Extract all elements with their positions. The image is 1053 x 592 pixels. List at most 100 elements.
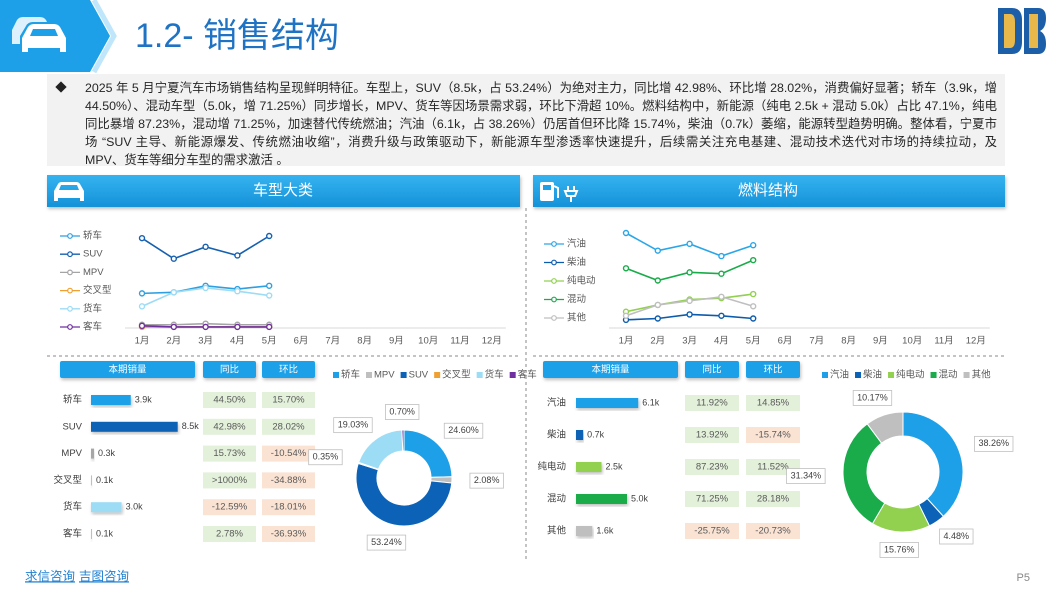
table-cell-text: -18.01%: [271, 502, 307, 513]
legend-marker: [551, 241, 557, 247]
point: [266, 232, 273, 240]
table-cell-text: 15.70%: [272, 395, 305, 406]
point: [138, 234, 146, 242]
legend-swatch: [963, 372, 970, 378]
row-label: 混动: [547, 494, 566, 505]
bar-value-label: 5.0k: [631, 493, 649, 503]
bar: [91, 448, 95, 459]
legend-label: 柴油: [567, 256, 586, 268]
row-label: 汽油: [547, 397, 566, 409]
point: [718, 252, 725, 260]
x-tick-label: 12月: [966, 336, 986, 347]
legend-marker: [551, 296, 557, 303]
point: [750, 290, 757, 298]
row-label: 纯电动: [537, 461, 566, 473]
panel-header: [47, 175, 520, 207]
point: [718, 270, 725, 277]
data-label-box: [385, 404, 420, 420]
legend-label: 交叉型: [442, 369, 471, 381]
x-tick-label: 4月: [714, 336, 729, 347]
point: [654, 247, 661, 254]
donut-slice: [401, 429, 405, 452]
point: [686, 240, 693, 248]
x-tick-label: 6月: [294, 336, 309, 347]
data-label: 31.34%: [791, 470, 822, 480]
row-label: 轿车: [63, 394, 82, 406]
page-number: P5: [1017, 572, 1030, 584]
row-label: 客车: [63, 528, 82, 540]
point: [750, 315, 757, 322]
data-label: 10.17%: [857, 392, 888, 402]
point: [138, 303, 146, 310]
legend-label: 货车: [83, 302, 102, 314]
table-cell: [262, 418, 315, 435]
x-tick-label: 10月: [902, 336, 922, 347]
table-cell: [262, 392, 315, 408]
bar: [91, 529, 93, 539]
point: [750, 256, 757, 264]
table-header: [685, 361, 739, 378]
legend-swatch: [434, 372, 441, 378]
table-cell: [262, 445, 315, 462]
table-header-label: 环比: [279, 364, 298, 376]
point: [750, 242, 757, 249]
table-cell-text: -12.59%: [212, 502, 248, 513]
table-cell: [203, 392, 256, 408]
point: [170, 289, 178, 296]
legend-label: 汽油: [830, 369, 849, 381]
footer-link[interactable]: 求信咨询: [25, 568, 75, 583]
table-header: [543, 361, 678, 378]
row-label: MPV: [61, 448, 82, 459]
point: [138, 290, 146, 297]
x-tick-label: 8月: [357, 336, 372, 347]
point: [718, 312, 725, 319]
panel-title: 车型大类: [253, 182, 313, 199]
legend-marker: [67, 269, 73, 276]
point: [234, 252, 241, 259]
bar: [91, 395, 131, 405]
table-cell: [262, 526, 315, 542]
x-tick-label: 4月: [230, 336, 245, 347]
table-cell: [685, 459, 739, 475]
logo: [998, 8, 1046, 54]
point: [234, 323, 241, 331]
point: [266, 292, 273, 299]
data-label-box: [366, 534, 407, 551]
legend-label: 混动: [567, 294, 586, 305]
bar-value-label: 6.1k: [642, 397, 660, 407]
bar: [576, 398, 639, 408]
x-tick-label: 3月: [198, 336, 213, 347]
table-cell: [685, 427, 739, 443]
bar: [576, 526, 593, 536]
footer-link[interactable]: 吉图咨询: [79, 568, 129, 583]
x-tick-label: 9月: [389, 336, 404, 347]
data-label: 15.76%: [884, 544, 915, 554]
row-label: 货车: [63, 501, 82, 513]
legend-marker: [551, 278, 557, 284]
table-header: [60, 361, 195, 378]
table-cell: [262, 472, 315, 489]
row-label: 交叉型: [53, 474, 82, 486]
page-title: 1.2- 销售结构: [135, 17, 339, 55]
point: [654, 315, 661, 322]
point: [686, 297, 693, 305]
point: [654, 301, 661, 309]
table-cell-text: 11.52%: [757, 462, 789, 473]
bar-value-label: 0.1k: [96, 528, 114, 538]
x-tick-label: 10月: [418, 336, 438, 347]
x-tick-label: 7月: [809, 336, 824, 347]
bar: [576, 494, 627, 504]
legend-marker: [67, 324, 73, 330]
bar: [91, 421, 178, 432]
legend-label: 纯电动: [567, 275, 596, 287]
legend-swatch: [366, 372, 373, 378]
bar-value-label: 0.1k: [96, 475, 114, 485]
table-cell-text: 28.02%: [272, 421, 305, 432]
data-label: 53.24%: [371, 537, 402, 547]
bar-value-label: 0.7k: [587, 429, 605, 439]
x-tick-label: 3月: [682, 336, 697, 347]
table-cell-text: -36.93%: [271, 529, 307, 540]
table-cell: [203, 445, 256, 462]
table-cell-text: >1000%: [212, 475, 248, 486]
